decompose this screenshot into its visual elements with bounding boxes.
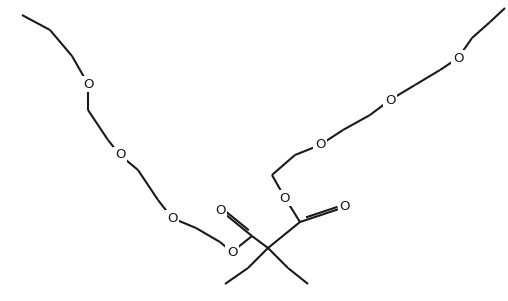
Text: O: O [167,212,177,225]
Text: O: O [340,200,350,213]
Text: O: O [453,51,463,64]
Text: O: O [315,138,325,151]
Text: O: O [215,203,225,216]
Text: O: O [115,148,125,162]
Text: O: O [280,191,290,204]
Text: O: O [227,246,237,259]
Text: O: O [385,94,395,107]
Text: O: O [83,77,93,91]
